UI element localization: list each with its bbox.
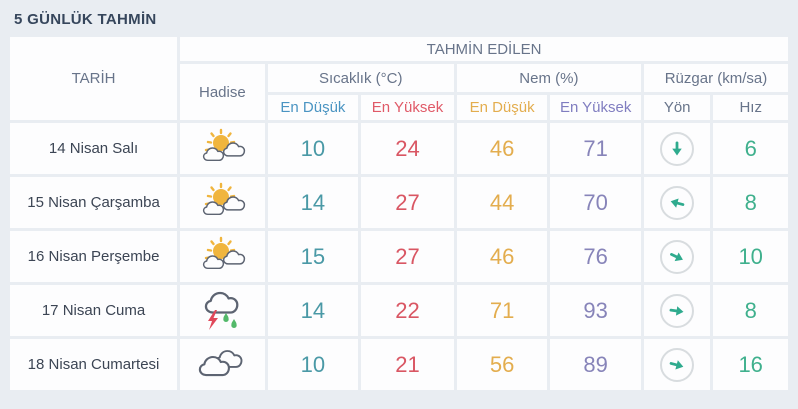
header-condition: Hadise (180, 64, 265, 120)
temp-max-cell: 27 (361, 177, 454, 228)
wind-speed-cell: 8 (713, 177, 788, 228)
cloudy-icon (194, 344, 250, 386)
wind-direction-icon (660, 185, 695, 220)
header-date: TARİH (10, 37, 178, 120)
hum-max-cell: 93 (550, 285, 641, 336)
wind-speed-cell: 16 (713, 339, 788, 390)
partly-cloudy-icon (194, 182, 250, 224)
hum-min-cell: 46 (456, 123, 548, 174)
wind-dir-cell (643, 285, 711, 336)
header-hum-min: En Düşük (456, 95, 548, 120)
table-row: 15 Nisan Çarşamba 14 27 44 70 8 (10, 177, 788, 228)
hum-min-cell: 46 (456, 231, 548, 282)
header-temperature-group: Sıcaklık (°C) (267, 64, 454, 92)
partly-cloudy-icon (194, 128, 250, 170)
hum-min-cell: 71 (456, 285, 548, 336)
wind-speed-cell: 6 (713, 123, 788, 174)
wind-direction-icon (660, 131, 695, 166)
header-predicted: TAHMİN EDİLEN (180, 37, 788, 61)
wind-dir-cell (643, 231, 711, 282)
hum-max-cell: 70 (550, 177, 641, 228)
partly-cloudy-icon (194, 236, 250, 278)
header-hum-max: En Yüksek (550, 95, 641, 120)
date-cell: 15 Nisan Çarşamba (10, 177, 178, 228)
table-row: 17 Nisan Cuma 14 22 71 93 8 (10, 285, 788, 336)
temp-max-cell: 22 (361, 285, 454, 336)
wind-direction-icon (660, 293, 695, 328)
table-row: 18 Nisan Cumartesi 10 21 56 89 16 (10, 339, 788, 390)
thunderstorm-rain-icon (194, 290, 250, 332)
temp-min-cell: 14 (267, 177, 359, 228)
temp-min-cell: 10 (267, 339, 359, 390)
header-humidity-group: Nem (%) (456, 64, 641, 92)
table-row: 16 Nisan Perşembe 15 27 46 76 10 (10, 231, 788, 282)
hum-min-cell: 44 (456, 177, 548, 228)
header-temp-max: En Yüksek (361, 95, 454, 120)
condition-cell (180, 177, 265, 228)
date-cell: 14 Nisan Salı (10, 123, 178, 174)
table-row: 14 Nisan Salı 10 24 46 71 6 (10, 123, 788, 174)
header-wind-group: Rüzgar (km/sa) (643, 64, 788, 92)
wind-dir-cell (643, 177, 711, 228)
condition-cell (180, 285, 265, 336)
hum-max-cell: 71 (550, 123, 641, 174)
condition-cell (180, 339, 265, 390)
hum-max-cell: 89 (550, 339, 641, 390)
wind-dir-cell (643, 123, 711, 174)
condition-cell (180, 231, 265, 282)
hum-min-cell: 56 (456, 339, 548, 390)
wind-dir-cell (643, 339, 711, 390)
temp-max-cell: 21 (361, 339, 454, 390)
temp-min-cell: 14 (267, 285, 359, 336)
header-wind-dir: Yön (643, 95, 711, 120)
header-temp-min: En Düşük (267, 95, 359, 120)
temp-max-cell: 27 (361, 231, 454, 282)
wind-speed-cell: 10 (713, 231, 788, 282)
forecast-table: TARİH TAHMİN EDİLEN Hadise Sıcaklık (°C)… (7, 34, 791, 393)
page-title: 5 GÜNLÜK TAHMİN (14, 11, 157, 28)
date-cell: 16 Nisan Perşembe (10, 231, 178, 282)
header-wind-speed: Hız (713, 95, 788, 120)
temp-max-cell: 24 (361, 123, 454, 174)
wind-direction-icon (660, 239, 695, 274)
condition-cell (180, 123, 265, 174)
date-cell: 18 Nisan Cumartesi (10, 339, 178, 390)
date-cell: 17 Nisan Cuma (10, 285, 178, 336)
temp-min-cell: 15 (267, 231, 359, 282)
wind-direction-icon (660, 347, 695, 382)
hum-max-cell: 76 (550, 231, 641, 282)
temp-min-cell: 10 (267, 123, 359, 174)
wind-speed-cell: 8 (713, 285, 788, 336)
